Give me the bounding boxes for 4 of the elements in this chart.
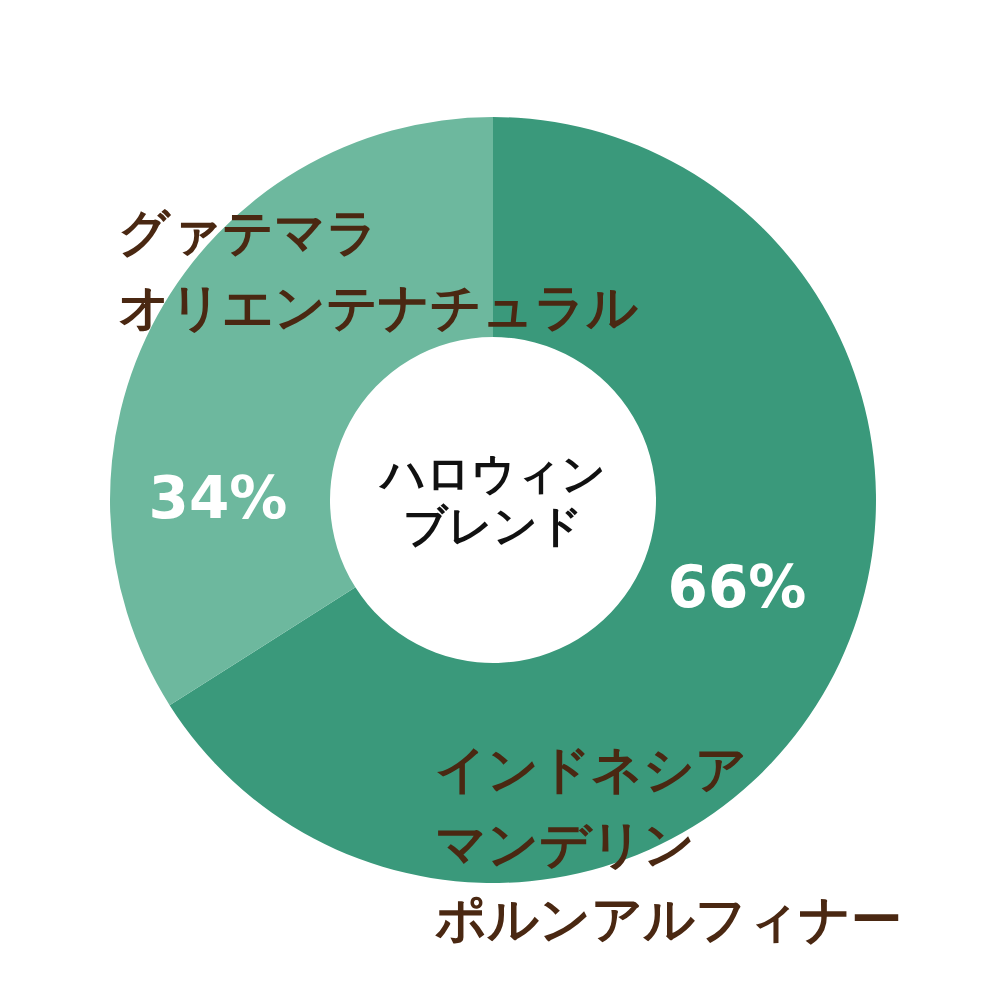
text: ハロウィンブレンド	[377, 448, 606, 551]
slice-label: グァテマラオリエンテナチュラル	[118, 203, 638, 337]
data-label: 66%	[667, 553, 807, 621]
data-label: 34%	[148, 464, 288, 532]
